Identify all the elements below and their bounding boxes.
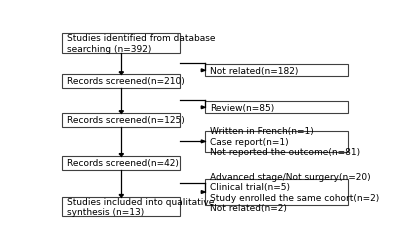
Text: Review(n=85): Review(n=85) xyxy=(210,103,274,112)
Text: Advanced stage/Not surgery(n=20)
Clinical trial(n=5)
Study enrolled the same coh: Advanced stage/Not surgery(n=20) Clinica… xyxy=(210,172,379,212)
Polygon shape xyxy=(119,111,124,114)
Polygon shape xyxy=(201,106,205,109)
Polygon shape xyxy=(119,195,124,197)
FancyBboxPatch shape xyxy=(62,34,180,53)
Polygon shape xyxy=(119,73,124,75)
FancyBboxPatch shape xyxy=(62,114,180,127)
FancyBboxPatch shape xyxy=(205,131,348,152)
Text: Records screened(n=125): Records screened(n=125) xyxy=(67,116,185,125)
FancyBboxPatch shape xyxy=(205,180,348,205)
Text: Studies identified from database
searching (n=392): Studies identified from database searchi… xyxy=(67,34,216,53)
Polygon shape xyxy=(119,154,124,156)
Polygon shape xyxy=(201,140,205,143)
FancyBboxPatch shape xyxy=(62,156,180,170)
Text: Records screened(n=210): Records screened(n=210) xyxy=(67,77,185,86)
Text: Studies included into qualitative
synthesis (n=13): Studies included into qualitative synthe… xyxy=(67,197,214,216)
FancyBboxPatch shape xyxy=(205,102,348,114)
Polygon shape xyxy=(201,191,205,194)
FancyBboxPatch shape xyxy=(62,75,180,88)
FancyBboxPatch shape xyxy=(205,65,348,77)
Text: Not related(n=182): Not related(n=182) xyxy=(210,67,298,75)
Polygon shape xyxy=(201,70,205,72)
FancyBboxPatch shape xyxy=(62,197,180,216)
Text: Records screened(n=42): Records screened(n=42) xyxy=(67,159,179,168)
Text: Written in French(n=1)
Case report(n=1)
Not reported the outcome(n=81): Written in French(n=1) Case report(n=1) … xyxy=(210,127,360,157)
